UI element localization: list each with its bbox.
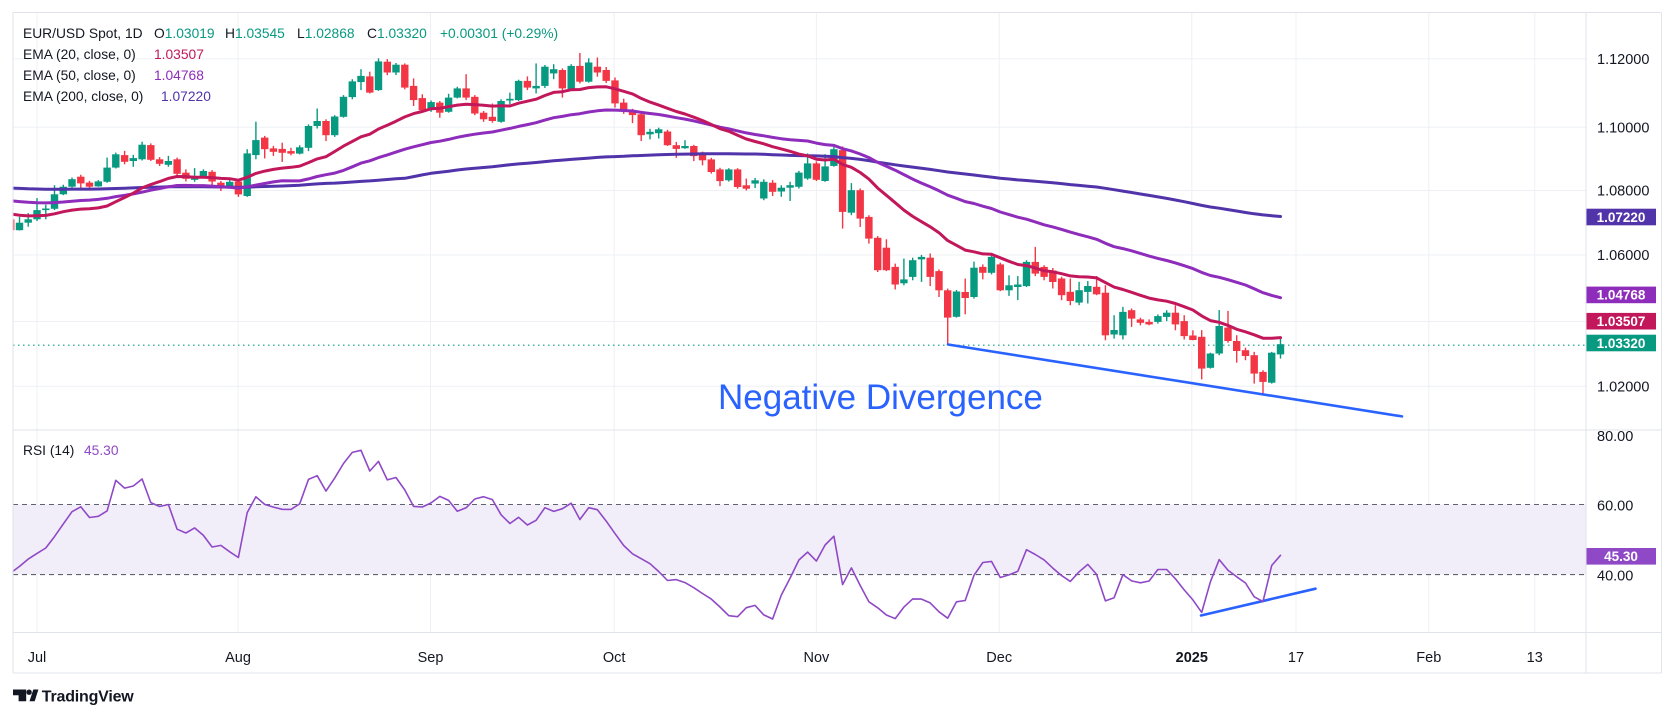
svg-text:Sep: Sep (418, 650, 444, 666)
svg-text:1.02000: 1.02000 (1597, 380, 1649, 396)
svg-text:EMA (20, close, 0): EMA (20, close, 0) (23, 47, 136, 62)
svg-text:1.12000: 1.12000 (1597, 52, 1649, 68)
svg-text:80.00: 80.00 (1597, 429, 1633, 445)
svg-text:40.00: 40.00 (1597, 569, 1633, 585)
svg-text:EMA (50, close, 0): EMA (50, close, 0) (23, 68, 136, 83)
svg-text:17: 17 (1288, 650, 1304, 666)
svg-text:13: 13 (1527, 650, 1543, 666)
svg-text:2025: 2025 (1176, 650, 1208, 666)
svg-text:1.07220: 1.07220 (1597, 210, 1646, 225)
svg-text:1.06000: 1.06000 (1597, 248, 1649, 264)
svg-text:1.03507: 1.03507 (154, 47, 204, 62)
svg-text:1.03507: 1.03507 (1597, 314, 1646, 329)
svg-text:60.00: 60.00 (1597, 499, 1633, 515)
svg-text:1.08000: 1.08000 (1597, 184, 1649, 200)
svg-text:TradingView: TradingView (42, 688, 135, 705)
svg-text:Nov: Nov (804, 650, 831, 666)
svg-text:EMA (200, close, 0): EMA (200, close, 0) (23, 89, 143, 104)
svg-text:1.03320: 1.03320 (1597, 336, 1646, 351)
svg-text:Jul: Jul (28, 650, 47, 666)
svg-text:1.04768: 1.04768 (1597, 288, 1646, 303)
svg-text:Aug: Aug (225, 650, 251, 666)
svg-text:Feb: Feb (1416, 650, 1441, 666)
svg-text:1.04768: 1.04768 (154, 68, 204, 83)
svg-text:1.10000: 1.10000 (1597, 121, 1649, 137)
svg-text:Oct: Oct (603, 650, 626, 666)
svg-text:Negative Divergence: Negative Divergence (718, 378, 1043, 417)
svg-text:45.30: 45.30 (1604, 549, 1638, 564)
svg-text:RSI (14): RSI (14) (23, 443, 74, 458)
svg-text:45.30: 45.30 (84, 443, 119, 458)
svg-text:1.07220: 1.07220 (161, 89, 211, 104)
svg-text:Dec: Dec (986, 650, 1012, 666)
